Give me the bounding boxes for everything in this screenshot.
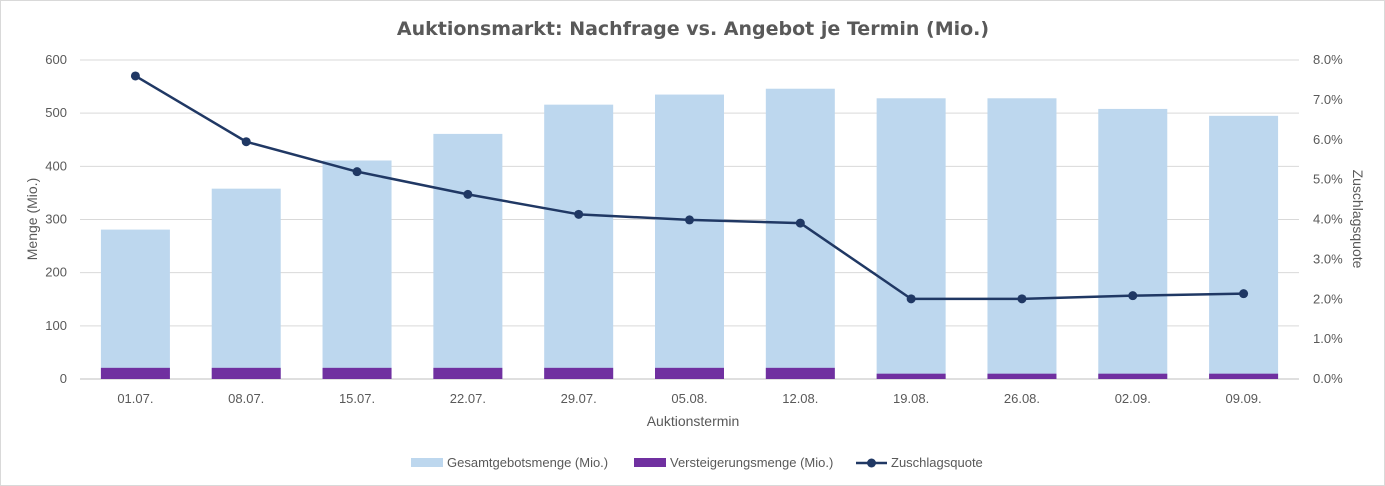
- y-tick-label: 0: [60, 371, 67, 386]
- y2-tick-label: 2.0%: [1313, 291, 1343, 306]
- bar-versteigerungsmenge: [655, 367, 724, 379]
- rate-line: [130, 71, 1249, 304]
- x-tick-label: 26.08.: [1004, 391, 1040, 406]
- legend-swatch-zuschlagsquote-marker: [867, 458, 876, 468]
- y-axis-ticks: 0 100 200 300 400 500 600: [45, 52, 67, 386]
- bar-gesamtgebotsmenge: [876, 98, 946, 379]
- bar-versteigerungsmenge: [433, 367, 503, 379]
- x-tick-label: 05.08.: [671, 391, 707, 406]
- zuschlagsquote-point: [1128, 291, 1138, 301]
- legend-swatch-gesamtgebotsmenge: [411, 458, 443, 467]
- x-tick-label: 22.07.: [450, 391, 486, 406]
- zuschlagsquote-point: [685, 215, 694, 225]
- y-tick-label: 500: [45, 105, 67, 120]
- y2-tick-label: 3.0%: [1313, 251, 1343, 266]
- y2-tick-label: 8.0%: [1313, 52, 1343, 67]
- y-tick-label: 300: [45, 212, 67, 227]
- bar-versteigerungsmenge: [100, 367, 170, 379]
- bar-versteigerungsmenge: [765, 367, 835, 379]
- bar-versteigerungsmenge: [1209, 373, 1279, 379]
- y2-tick-label: 5.0%: [1313, 172, 1343, 187]
- legend-label-gesamtgebotsmenge: Gesamtgebotsmenge (Mio.): [447, 455, 608, 470]
- x-axis-ticks: 01.07. 08.07. 15.07. 22.07. 29.07. 05.08. 12.0…: [117, 391, 1261, 406]
- zuschlagsquote-point: [352, 167, 362, 177]
- bar-gesamtgebotsmenge: [655, 94, 724, 379]
- zuschlagsquote-point: [1239, 289, 1249, 299]
- bar-gesamtgebotsmenge: [1209, 115, 1279, 379]
- x-axis-title: Auktionstermin: [647, 413, 740, 429]
- x-tick-label: 19.08.: [893, 391, 929, 406]
- y-tick-label: 600: [45, 52, 67, 67]
- y-axis-title: Menge (Mio.): [24, 178, 40, 260]
- legend-swatch-versteigerungsmenge: [634, 458, 666, 467]
- y2-tick-label: 4.0%: [1313, 212, 1343, 227]
- legend-label-versteigerungsmenge: Versteigerungsmenge (Mio.): [670, 455, 833, 470]
- x-tick-label: 12.08.: [782, 391, 818, 406]
- bar-gesamtgebotsmenge: [1098, 108, 1168, 379]
- zuschlagsquote-point: [1017, 294, 1027, 304]
- zuschlagsquote-point: [574, 209, 584, 219]
- bar-gesamtgebotsmenge: [322, 160, 392, 379]
- legend-label-zuschlagsquote: Zuschlagsquote: [891, 455, 983, 470]
- legend: Gesamtgebotsmenge (Mio.) Versteigerungsme…: [411, 455, 983, 470]
- bar-gesamtgebotsmenge: [211, 188, 281, 379]
- zuschlagsquote-point: [906, 294, 916, 304]
- y-tick-label: 100: [45, 318, 67, 333]
- x-tick-label: 15.07.: [339, 391, 375, 406]
- y2-axis-ticks: 0.0% 1.0% 2.0% 3.0% 4.0% 5.0% 6.0% 7.0% 8.0%: [1313, 52, 1343, 386]
- x-tick-label: 01.07.: [117, 391, 153, 406]
- zuschlagsquote-point: [795, 218, 805, 228]
- y2-tick-label: 1.0%: [1313, 331, 1343, 346]
- bar-gesamtgebotsmenge: [544, 104, 614, 379]
- y2-tick-label: 0.0%: [1313, 371, 1343, 386]
- bar-versteigerungsmenge: [1098, 373, 1168, 379]
- bar-versteigerungsmenge: [544, 367, 614, 379]
- bar-versteigerungsmenge: [211, 367, 281, 379]
- bar-versteigerungsmenge: [322, 367, 392, 379]
- zuschlagsquote-point: [130, 71, 140, 81]
- zuschlagsquote-point: [241, 137, 251, 147]
- bars: [100, 88, 1279, 380]
- x-tick-label: 08.07.: [228, 391, 264, 406]
- x-tick-label: 09.09.: [1226, 391, 1262, 406]
- y-tick-label: 200: [45, 265, 67, 280]
- bar-versteigerungsmenge: [876, 373, 946, 379]
- bar-gesamtgebotsmenge: [433, 133, 503, 379]
- y2-tick-label: 7.0%: [1313, 92, 1343, 107]
- chart-title: Auktionsmarkt: Nachfrage vs. Angebot je …: [397, 18, 989, 40]
- y2-axis-title: Zuschlagsquote: [1350, 170, 1366, 269]
- y2-tick-label: 6.0%: [1313, 132, 1343, 147]
- x-tick-label: 29.07.: [561, 391, 597, 406]
- zuschlagsquote-point: [463, 189, 473, 199]
- bar-gesamtgebotsmenge: [987, 98, 1057, 379]
- bar-versteigerungsmenge: [987, 373, 1057, 379]
- y-tick-label: 400: [45, 158, 67, 173]
- bar-gesamtgebotsmenge: [100, 229, 170, 379]
- bar-gesamtgebotsmenge: [765, 88, 835, 380]
- x-tick-label: 02.09.: [1115, 391, 1151, 406]
